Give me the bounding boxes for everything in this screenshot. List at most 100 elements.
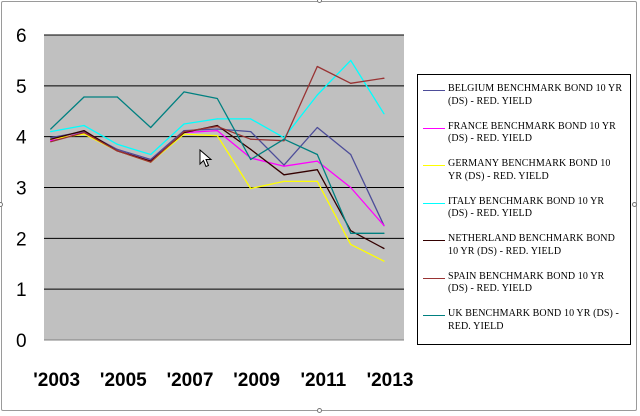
legend-entry[interactable]: SPAIN BENCHMARK BOND 10 YR (DS) - RED. YI… <box>418 271 630 309</box>
data-point-4-7 <box>283 174 285 176</box>
data-point-2-1 <box>83 133 85 135</box>
x-tick-label-3: '2009 <box>233 370 280 391</box>
data-point-4-0 <box>50 138 52 140</box>
legend-entry[interactable]: FRANCE BENCHMARK BOND 10 YR (DS) - RED. Y… <box>418 121 630 159</box>
x-tick-label-1: '2005 <box>100 370 147 391</box>
data-point-6-1 <box>83 96 85 98</box>
resize-handle-bottom[interactable] <box>317 408 322 413</box>
y-axis-ticks: 0 1 2 3 4 5 6 <box>16 26 27 352</box>
data-point-0-0 <box>50 137 52 139</box>
data-point-4-1 <box>83 129 85 132</box>
data-point-1-0 <box>50 140 52 142</box>
data-point-1-5 <box>216 129 218 132</box>
legend-entry[interactable]: NETHERLAND BENCHMARK BOND 10 YR (DS) - RE… <box>418 233 630 271</box>
legend-label-line: 10 YR (DS) - RED. YIELD <box>448 245 562 257</box>
data-point-3-4 <box>183 123 185 125</box>
data-point-2-4 <box>183 133 185 135</box>
data-point-3-10 <box>383 113 385 115</box>
data-point-0-2 <box>116 148 118 150</box>
data-point-0-6 <box>250 130 252 133</box>
legend-label-line: (DS) - RED. YIELD <box>448 95 533 107</box>
data-point-5-0 <box>50 141 52 143</box>
legend-entry[interactable]: UK BENCHMARK BOND 10 YR (DS) - RED. YIELD <box>418 308 630 346</box>
legend-label-line: UK BENCHMARK BOND 10 YR (DS) - <box>448 308 619 319</box>
x-axis-ticks: '2003 '2005 '2007 '2009 '2011 '2013 <box>33 370 413 391</box>
series-lines <box>50 59 385 262</box>
legend-label-line: RED. YIELD <box>448 320 504 332</box>
y-tick-label-0: 0 <box>16 331 27 352</box>
legend-label: BELGIUM BENCHMARK BOND 10 YR (DS) - RED. … <box>448 83 628 108</box>
legend-label-line: NETHERLAND BENCHMARK BOND <box>448 233 615 244</box>
resize-handle-right[interactable] <box>632 202 637 207</box>
legend-label-line: SPAIN BENCHMARK BOND 10 YR <box>448 270 605 282</box>
data-point-5-8 <box>316 65 318 68</box>
legend-entry[interactable]: GERMANY BENCHMARK BOND 10 YR (DS) - RED. … <box>418 158 630 196</box>
data-point-5-9 <box>350 82 352 84</box>
legend-label-line: BELGIUM BENCHMARK BOND 10 YR <box>448 83 623 94</box>
legend-label: FRANCE BENCHMARK BOND 10 YR (DS) - RED. Y… <box>448 121 628 146</box>
data-point-5-10 <box>383 77 385 79</box>
data-point-3-9 <box>350 59 352 62</box>
data-point-3-3 <box>150 153 152 156</box>
legend-swatch <box>423 315 445 316</box>
data-point-2-10 <box>383 260 385 262</box>
legend-label-line: FRANCE BENCHMARK BOND 10 YR <box>448 120 616 132</box>
y-tick-label-3: 3 <box>16 179 27 200</box>
data-point-6-4 <box>183 91 185 93</box>
data-point-6-5 <box>216 97 218 100</box>
data-point-1-9 <box>350 186 352 189</box>
data-point-5-3 <box>150 161 152 163</box>
legend-label-line: (DS) - RED. YIELD <box>448 208 533 219</box>
data-point-6-10 <box>383 232 385 234</box>
legend-swatch <box>423 277 445 279</box>
y-tick-label-5: 5 <box>16 77 27 98</box>
legend-label-line: (DS) - RED. YIELD <box>448 283 533 294</box>
data-point-4-5 <box>216 124 218 127</box>
data-point-6-8 <box>316 153 318 156</box>
data-point-3-2 <box>116 143 118 145</box>
data-point-3-0 <box>50 130 52 133</box>
data-point-0-9 <box>350 153 352 156</box>
data-point-4-10 <box>383 247 385 250</box>
data-point-3-1 <box>83 124 85 127</box>
data-point-2-8 <box>316 180 318 182</box>
legend-entry[interactable]: ITALY BENCHMARK BOND 10 YR (DS) - RED. YI… <box>418 196 630 234</box>
legend-label: SPAIN BENCHMARK BOND 10 YR (DS) - RED. YI… <box>448 271 628 296</box>
data-point-2-9 <box>350 243 352 246</box>
legend-label-line: YR (DS) - RED. YIELD <box>448 170 549 182</box>
legend[interactable]: BELGIUM BENCHMARK BOND 10 YR (DS) - RED. … <box>417 74 631 345</box>
data-point-0-8 <box>316 126 318 129</box>
legend-label-line: ITALY BENCHMARK BOND 10 YR <box>448 195 605 207</box>
x-tick-label-2: '2007 <box>167 370 214 391</box>
data-point-0-4 <box>183 129 185 132</box>
x-tick-label-0: '2003 <box>33 370 80 391</box>
data-point-0-5 <box>216 128 218 130</box>
data-point-4-6 <box>250 148 252 150</box>
data-point-5-4 <box>183 130 185 133</box>
legend-label-line: GERMANY BENCHMARK BOND 10 <box>448 158 611 169</box>
resize-handle-left[interactable] <box>0 202 3 207</box>
data-point-2-6 <box>250 187 252 190</box>
data-point-5-5 <box>216 125 218 128</box>
data-point-3-5 <box>216 118 218 120</box>
data-point-3-6 <box>250 118 252 120</box>
resize-handle-top[interactable] <box>317 0 322 3</box>
data-point-2-7 <box>283 180 285 182</box>
data-point-3-8 <box>316 94 318 96</box>
mouse-cursor-icon <box>199 149 213 168</box>
legend-entry[interactable]: BELGIUM BENCHMARK BOND 10 YR (DS) - RED. … <box>418 83 630 121</box>
x-tick-label-4: '2011 <box>300 370 346 391</box>
legend-label: UK BENCHMARK BOND 10 YR (DS) - RED. YIELD <box>448 308 628 333</box>
data-point-6-6 <box>250 158 252 161</box>
legend-label: GERMANY BENCHMARK BOND 10 YR (DS) - RED. … <box>448 158 628 183</box>
data-point-5-1 <box>83 132 85 134</box>
legend-swatch <box>423 240 445 241</box>
y-tick-label-1: 1 <box>16 280 27 301</box>
y-tick-label-4: 4 <box>16 128 27 149</box>
data-point-1-7 <box>283 165 285 167</box>
data-point-6-3 <box>150 126 152 129</box>
data-point-0-7 <box>283 164 285 166</box>
y-tick-label-2: 2 <box>16 229 27 250</box>
